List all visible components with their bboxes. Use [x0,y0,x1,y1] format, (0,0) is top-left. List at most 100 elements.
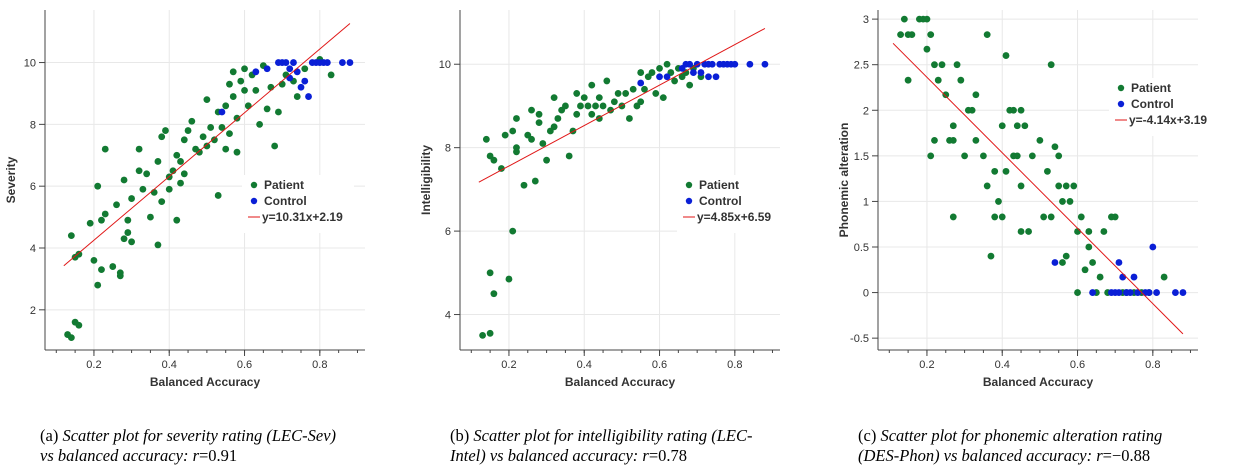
phonemic-patient-point [1044,167,1051,175]
severity-control-point [286,65,294,73]
intelligibility-patient-point [577,102,584,110]
severity-x-tick-label: 0.2 [86,359,101,371]
intelligibility-patient-point [520,181,528,189]
phonemic-legend-patient-marker [1117,84,1125,92]
intelligibility-control-point [637,79,645,87]
intelligibility-fit-line [478,27,766,183]
intelligibility-patient-point [535,119,543,127]
severity-patient-point [180,136,188,144]
intelligibility-patient-point [505,275,513,283]
intelligibility-patient-point [626,115,633,122]
phonemic-patient-point [1002,167,1010,175]
phonemic-patient-point [1028,152,1036,160]
severity-patient-point [173,216,181,224]
severity-patient-point [173,151,181,159]
severity-patient-point [158,198,166,206]
intelligibility-patient-point [531,177,539,185]
severity-patient-point [158,133,166,141]
phonemic-patient-point [923,45,931,53]
phonemic-patient-point [995,198,1002,205]
severity-patient-point [222,102,230,110]
intelligibility-patient-point [509,227,517,235]
caption-a: (a) Scatter plot for severity rating (LE… [40,426,410,466]
severity-scatter-panel: 0.2 0.4 0.6 0.8 2 4 6 8 10 Balanced Accuracy Sever… [0,0,415,400]
severity-patient-point [90,256,98,264]
phonemic-patient-point [980,152,987,160]
severity-patient-point [120,235,128,243]
phonemic-legend-control-marker [1117,100,1125,108]
intelligibility-patient-point [629,85,637,93]
intelligibility-patient-point [513,148,520,156]
intelligibility-patient-point [513,115,520,122]
phonemic-patient-point [1081,266,1089,274]
severity-legend-patient-label: Patient [264,178,304,192]
intelligibility-y-tick-label: 10 [439,59,451,71]
severity-patient-point [278,80,286,88]
severity-patient-point [244,102,252,110]
phonemic-patient-point [949,213,957,221]
intelligibility-legend-control-marker [685,197,693,205]
phonemic-patient-point [1062,182,1070,190]
phonemic-patient-point [949,122,957,130]
phonemic-patient-point [953,61,961,69]
severity-patient-point [124,229,132,236]
phonemic-patient-point [1017,106,1025,114]
severity-patient-point [203,142,211,150]
phonemic-patient-point [900,15,908,23]
severity-control-point [286,74,294,82]
severity-legend-control-label: Control [264,194,307,208]
intelligibility-patient-point [622,90,630,97]
phonemic-legend-box [1109,78,1221,136]
phonemic-patient-series [897,15,1168,296]
phonemic-patient-point [957,76,965,84]
phonemic-patient-point [1025,228,1032,235]
phonemic-scatter-panel: 0.2 0.4 0.6 0.8 -0.5 0 0.5 1 1.5 2 2.5 3 Balanced Ac… [830,0,1247,400]
phonemic-patient-point [1047,213,1055,221]
phonemic-patient-point [1013,122,1021,130]
caption-c-rvar: r [1096,446,1103,465]
intelligibility-patient-point [671,77,678,85]
intelligibility-legend-control-label: Control [699,194,742,208]
phonemic-patient-point [1089,259,1096,266]
severity-y-tick-label: 4 [30,243,36,255]
phonemic-patient-point [927,31,935,39]
intelligibility-patient-point [490,156,498,164]
severity-patient-point [252,86,260,94]
intelligibility-patient-point [656,65,663,72]
severity-x-tick-label: 0.8 [312,359,327,371]
phonemic-legend-patient-label: Patient [1131,81,1171,95]
intelligibility-patient-point [584,102,592,110]
severity-x-tick-label: 0.6 [237,359,252,371]
intelligibility-scatter-panel: 0.2 0.4 0.6 0.8 4 6 8 10 Balanced Accuracy Intell… [415,0,830,400]
severity-patient-point [177,158,184,165]
severity-patient-point [75,250,83,258]
caption-a-line2: vs balanced accuracy: [40,446,193,465]
severity-control-point [282,59,290,66]
severity-patient-point [199,133,207,141]
severity-patient-point [184,127,192,134]
phonemic-patient-point [908,31,916,39]
phonemic-patient-point [972,91,980,99]
phonemic-control-point [1134,289,1142,296]
phonemic-patient-point [1013,152,1021,160]
intelligibility-control-point [712,73,720,81]
phonemic-patient-point [1096,273,1104,281]
intelligibility-legend-box [677,175,789,233]
intelligibility-control-point [686,60,694,68]
intelligibility-patient-point [528,106,535,114]
phonemic-control-point [1115,289,1123,296]
severity-patient-point [98,266,105,274]
phonemic-patient-point [897,31,904,39]
phonemic-patient-point [1036,136,1044,144]
intelligibility-patient-point [486,269,494,277]
severity-control-series [218,59,354,116]
phonemic-x-tick-label: 0.2 [919,359,934,371]
intelligibility-control-point [731,60,739,68]
phonemic-patient-point [961,152,968,160]
caption-a-text: Scatter plot for severity rating (LEC-Se… [62,426,337,445]
severity-patient-point [214,192,222,199]
intelligibility-control-point [761,60,769,68]
severity-patient-point [237,77,245,85]
intelligibility-patient-point [550,94,558,102]
phonemic-legend-control-label: Control [1131,97,1174,111]
